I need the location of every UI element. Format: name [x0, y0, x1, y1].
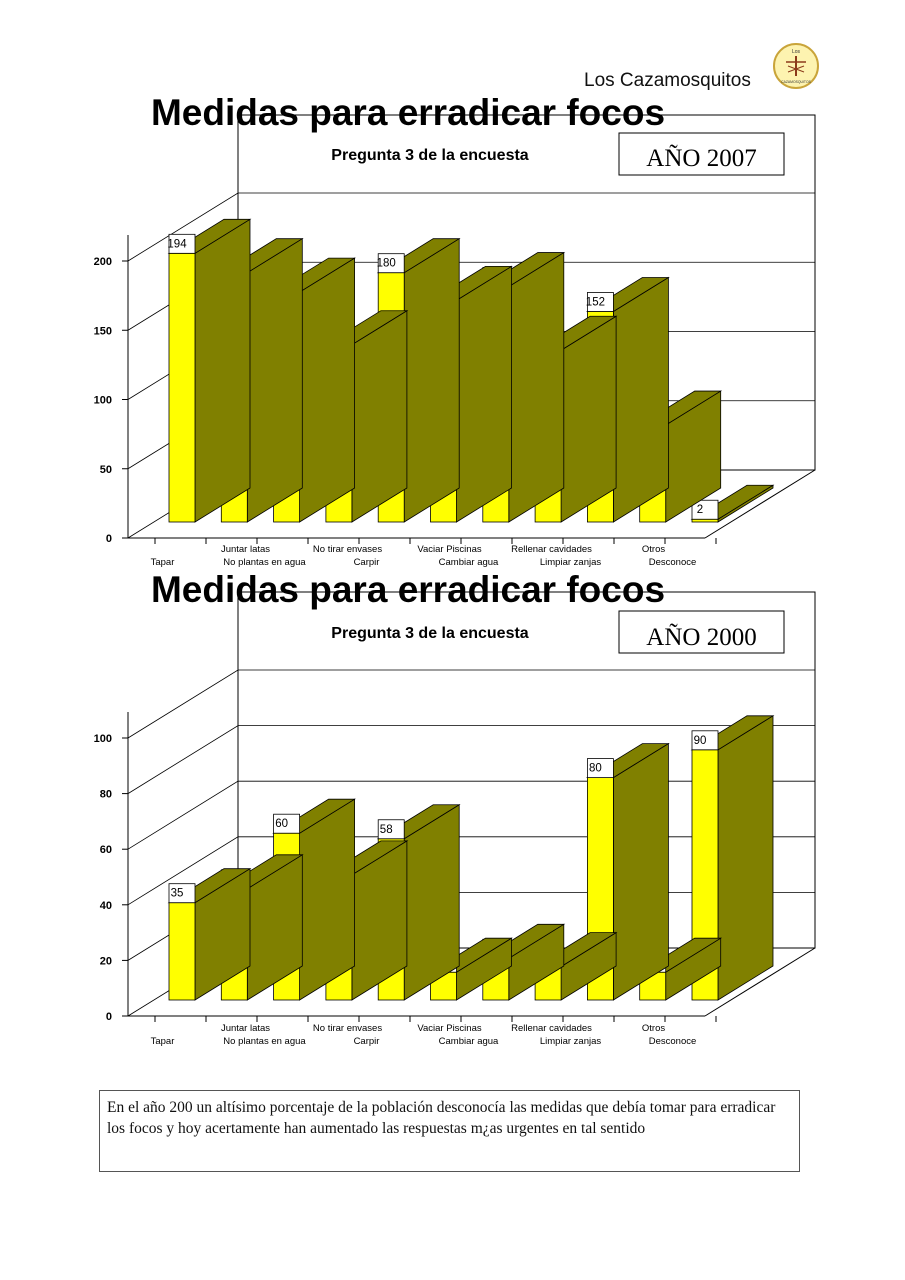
year-label: AÑO 2007 [646, 144, 756, 172]
y-tick-label: 20 [100, 955, 112, 967]
category-label: Tapar [151, 557, 175, 568]
data-label: 152 [586, 296, 605, 308]
category-label: Cambiar agua [439, 557, 499, 568]
category-label: Otros [642, 1023, 665, 1034]
data-label: 194 [167, 238, 187, 250]
y-tick-label: 80 [100, 789, 112, 801]
category-label: No plantas en agua [223, 557, 306, 568]
bar-side [717, 715, 774, 1001]
category-label: Limpiar zanjas [540, 1036, 601, 1047]
data-label-box [587, 292, 614, 312]
category-label: Limpiar zanjas [540, 557, 601, 568]
data-label-box [377, 819, 405, 840]
floor-right-edge [704, 469, 816, 539]
data-label-box [168, 883, 196, 904]
category-label: Desconoce [649, 557, 697, 568]
chart-2007: Medidas para erradicar focos Pregunta 3 d… [94, 92, 816, 568]
category-label: Desconoce [649, 1036, 697, 1047]
chart-title: Medidas para erradicar focos [151, 92, 665, 133]
category-label: Rellenar cavidades [511, 544, 592, 555]
category-label: Otros [642, 544, 665, 555]
category-label: Carpir [354, 557, 380, 568]
chart-title: Medidas para erradicar focos [151, 569, 665, 610]
floor-right-edge [704, 947, 816, 1017]
logo-text-bottom: CAZAMOSQUITOS [781, 80, 811, 84]
data-label: 60 [275, 818, 288, 830]
y-tick-label: 100 [94, 395, 112, 407]
category-label: No tirar envases [313, 1023, 382, 1034]
year-label: AÑO 2000 [646, 623, 756, 651]
y-tick-label: 0 [106, 533, 112, 545]
category-label: Cambiar agua [439, 1036, 499, 1047]
category-label: Vaciar Piscinas [417, 544, 481, 555]
gridline [127, 669, 815, 739]
category-label: Juntar latas [221, 544, 270, 555]
data-label: 90 [694, 735, 707, 747]
category-label: Vaciar Piscinas [417, 1023, 481, 1034]
data-label-box [168, 233, 196, 254]
y-tick-label: 100 [94, 733, 112, 745]
data-label-box [377, 253, 405, 274]
brand-name: Los Cazamosquitos [584, 70, 751, 91]
chart-2000: Medidas para erradicar focos Pregunta 3 d… [94, 569, 816, 1047]
data-label-box [273, 813, 301, 834]
y-tick-label: 50 [100, 464, 112, 476]
logo-text-top: Los [792, 49, 801, 55]
data-label: 180 [377, 258, 396, 270]
category-label: Juntar latas [221, 1023, 270, 1034]
mosquito-logo-icon: Los CAZAMOSQUITOS [773, 43, 819, 89]
y-tick-label: 60 [100, 844, 112, 856]
category-label: No plantas en agua [223, 1036, 306, 1047]
category-label: Rellenar cavidades [511, 1023, 592, 1034]
category-label: Tapar [151, 1036, 175, 1047]
data-label: 2 [697, 504, 703, 516]
y-tick-label: 200 [94, 256, 112, 268]
data-label: 80 [589, 763, 602, 775]
gridline [127, 192, 815, 262]
year-box [618, 610, 785, 654]
y-tick-label: 0 [106, 1011, 112, 1023]
data-label-box [587, 758, 614, 778]
bar [168, 902, 196, 1001]
data-label: 35 [171, 888, 184, 900]
data-label: 58 [380, 824, 393, 836]
category-label: Carpir [354, 1036, 380, 1047]
chart-subtitle: Pregunta 3 de la encuesta [331, 625, 529, 642]
gridline [127, 725, 815, 794]
chart-subtitle: Pregunta 3 de la encuesta [331, 147, 529, 164]
y-tick-label: 150 [94, 325, 112, 337]
y-tick-label: 40 [100, 900, 112, 912]
category-label: No tirar envases [313, 544, 382, 555]
data-label-box [691, 499, 719, 520]
bar-side [299, 798, 356, 1001]
conclusion-note: En el año 200 un altísimo porcentaje de … [99, 1090, 800, 1172]
data-label-box [691, 730, 719, 751]
bar-side [613, 742, 669, 1001]
year-box [618, 132, 785, 176]
